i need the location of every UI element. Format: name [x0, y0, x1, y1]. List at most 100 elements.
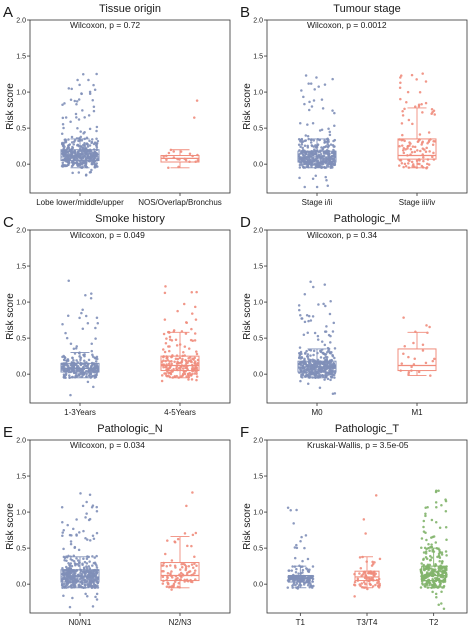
- data-point: [74, 571, 77, 575]
- data-point: [313, 88, 316, 91]
- data-point: [187, 359, 191, 363]
- data-point: [166, 571, 170, 575]
- data-point: [431, 359, 435, 363]
- data-point: [328, 158, 332, 161]
- data-point: [325, 166, 328, 169]
- data-point: [193, 116, 196, 119]
- plot-frame: [29, 19, 231, 194]
- data-point: [164, 365, 167, 369]
- data-point: [70, 564, 74, 568]
- data-point: [170, 559, 174, 562]
- data-point: [88, 171, 92, 174]
- data-point: [428, 563, 431, 567]
- data-point: [286, 586, 290, 589]
- data-point: [95, 505, 98, 509]
- data-point: [427, 567, 430, 570]
- data-point: [325, 179, 328, 182]
- data-point: [72, 143, 75, 146]
- data-point: [410, 365, 413, 369]
- data-point: [327, 127, 330, 130]
- data-point: [318, 386, 322, 390]
- data-point: [361, 555, 364, 559]
- data-point: [297, 578, 300, 582]
- y-tick-label: 1.5: [16, 54, 26, 61]
- data-point: [306, 382, 310, 385]
- data-point: [86, 538, 89, 541]
- data-point: [84, 536, 87, 540]
- data-point: [88, 139, 91, 143]
- data-point: [419, 586, 423, 589]
- data-point: [413, 150, 417, 154]
- data-point: [303, 357, 306, 361]
- data-point: [402, 151, 406, 155]
- data-point: [323, 140, 327, 144]
- data-point: [170, 359, 173, 363]
- data-point: [73, 139, 77, 142]
- data-point: [73, 569, 76, 573]
- data-point: [92, 105, 96, 108]
- data-point: [321, 157, 325, 161]
- data-point: [60, 132, 64, 136]
- x-tick-label: NOS/Overlap/Bronchus: [138, 198, 222, 207]
- data-point: [307, 363, 311, 366]
- data-point: [162, 348, 165, 351]
- data-point: [160, 374, 164, 377]
- data-point: [65, 586, 68, 589]
- data-point: [180, 563, 183, 566]
- data-point: [421, 349, 425, 352]
- data-point: [93, 141, 97, 144]
- data-point: [176, 357, 180, 361]
- data-point: [424, 80, 428, 83]
- data-point: [64, 573, 67, 576]
- data-point: [295, 567, 298, 571]
- data-point: [75, 518, 78, 521]
- data-point: [166, 575, 169, 579]
- data-point: [61, 566, 64, 570]
- data-point: [61, 152, 64, 155]
- data-point: [86, 570, 90, 573]
- data-point: [70, 571, 73, 575]
- data-point: [69, 567, 72, 570]
- data-point: [290, 569, 294, 572]
- data-point: [195, 352, 199, 356]
- data-point: [78, 561, 81, 564]
- data-point: [94, 326, 97, 330]
- x-tick-label: T2: [429, 618, 439, 627]
- data-point: [176, 309, 179, 313]
- data-point: [83, 363, 86, 367]
- data-point: [323, 368, 326, 371]
- data-point: [434, 521, 438, 524]
- data-point: [402, 165, 405, 169]
- x-tick-label: M0: [311, 408, 323, 417]
- data-point: [358, 556, 362, 559]
- x-tick-label: T3/T4: [357, 618, 378, 627]
- data-point: [299, 379, 302, 383]
- data-point: [177, 366, 181, 370]
- data-point: [299, 140, 302, 143]
- data-point: [170, 362, 173, 366]
- data-point: [431, 577, 434, 581]
- x-tick-label: Stage i/ii: [302, 198, 333, 207]
- data-point: [84, 314, 88, 318]
- data-point: [74, 154, 77, 157]
- data-point: [331, 372, 334, 376]
- data-point: [307, 319, 310, 323]
- data-point: [438, 583, 442, 587]
- data-point: [313, 331, 317, 335]
- data-point: [429, 374, 432, 377]
- data-point: [185, 504, 188, 508]
- data-point: [316, 138, 320, 141]
- data-point: [423, 546, 427, 550]
- data-point: [421, 72, 424, 75]
- data-point: [68, 605, 72, 609]
- data-point: [304, 575, 307, 579]
- data-point: [329, 378, 332, 382]
- data-point: [430, 108, 434, 111]
- data-point: [94, 356, 97, 360]
- data-point: [307, 361, 311, 364]
- data-point: [175, 362, 179, 365]
- data-point: [194, 366, 198, 369]
- data-point: [420, 562, 423, 565]
- data-point: [91, 138, 94, 141]
- data-point: [330, 364, 334, 367]
